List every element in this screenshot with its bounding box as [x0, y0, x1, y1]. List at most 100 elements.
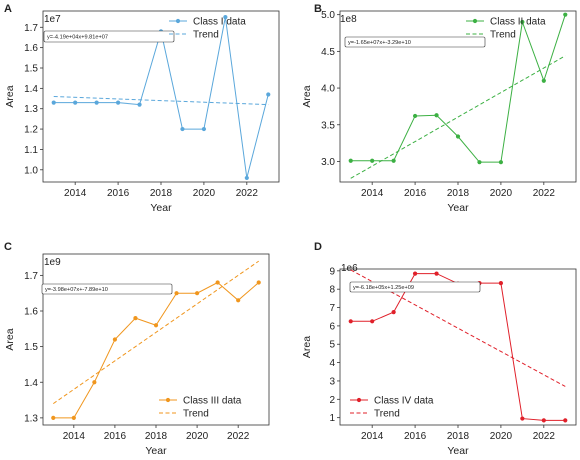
equation-box [349, 281, 481, 293]
panel-letter: A [4, 3, 12, 15]
data-point [71, 415, 76, 420]
y-tick-label: 1.4 [24, 378, 38, 389]
panel-c: C 2014 2016 2018 2020 2022 1.3 1.4 1.5 1.6 1.7 Year… [4, 241, 270, 457]
data-point [412, 113, 418, 119]
y-tick-label: 2 [329, 395, 335, 406]
y-tick-label: 3.5 [321, 120, 335, 131]
x-tick-label: 2014 [361, 188, 384, 199]
y-tick-label: 4 [329, 358, 335, 369]
equation-box [41, 283, 173, 295]
legend-data-label: Class I data [193, 17, 246, 28]
y-axis-label: Area [301, 336, 313, 358]
data-point [434, 113, 439, 118]
y-tick-label: 1.3 [24, 413, 38, 424]
x-axis-label: Year [150, 202, 172, 214]
data-point [370, 319, 375, 324]
legend-data-marker [356, 397, 362, 403]
data-point [223, 15, 228, 20]
data-point [477, 160, 482, 165]
y-scale-multiplier: 1e9 [44, 257, 61, 268]
y-tick-label: 1.5 [24, 342, 38, 353]
data-point [51, 415, 56, 420]
x-tick-label: 2016 [107, 188, 130, 199]
data-point [112, 337, 118, 342]
data-point [498, 160, 504, 165]
panel-a: A 2014 2016 2018 2020 2022 1.0 1.1 1.2 1.3 1.4 1.5 1… [4, 3, 280, 214]
data-point [236, 298, 241, 303]
data-point [498, 281, 504, 286]
data-point [73, 100, 78, 105]
data-point [412, 271, 418, 276]
x-axis-label: Year [447, 445, 469, 457]
equation-box [344, 36, 486, 48]
x-tick-label: 2020 [490, 431, 513, 442]
x-tick-label: 2022 [533, 188, 556, 199]
panel-letter: D [314, 241, 322, 253]
y-axis-label: Area [301, 85, 313, 107]
legend-trend-label: Trend [374, 409, 400, 420]
y-scale-multiplier: 1e7 [44, 14, 61, 25]
y-tick-label: 9 [329, 266, 335, 277]
data-point [115, 100, 121, 105]
y-tick-label: 5.0 [321, 10, 335, 21]
y-tick-label: 4.0 [321, 84, 335, 95]
legend-data-label: Class III data [183, 396, 242, 407]
data-point [348, 319, 353, 324]
x-axis-label: Year [447, 202, 469, 214]
x-tick-label: 2016 [404, 188, 427, 199]
y-tick-label: 3.0 [321, 157, 335, 168]
trend-line [52, 260, 260, 405]
data-point [563, 418, 568, 423]
x-tick-label: 2018 [150, 188, 173, 199]
data-point [520, 19, 525, 25]
legend: Class IV data Trend [350, 396, 434, 420]
data-point [201, 126, 207, 132]
x-tick-label: 2018 [447, 188, 470, 199]
y-tick-label: 1.4 [24, 84, 38, 95]
data-point [256, 280, 261, 285]
data-point [455, 134, 461, 139]
x-tick-label: 2016 [104, 431, 127, 442]
data-point [94, 100, 99, 105]
equation-box [43, 30, 175, 43]
panel-letter: B [314, 3, 322, 15]
data-point [391, 310, 396, 315]
data-point [194, 291, 200, 296]
legend-data-marker [175, 18, 181, 24]
legend-data-marker [472, 18, 478, 24]
legend: Class II data Trend [466, 17, 546, 41]
y-tick-label: 7 [329, 303, 335, 314]
data-point [133, 316, 138, 321]
x-tick-label: 2018 [145, 431, 168, 442]
y-scale-multiplier: 1e8 [340, 14, 357, 25]
legend-data-marker [165, 397, 171, 403]
x-tick-label: 2022 [227, 431, 250, 442]
y-tick-label: 1.2 [24, 125, 38, 136]
legend: Class I data Trend [169, 17, 246, 41]
data-point [391, 158, 396, 163]
data-point [244, 175, 249, 181]
data-point [370, 158, 375, 163]
legend-data-label: Class IV data [374, 396, 434, 407]
trend-equation: y=-3.98e+07x+-7.89e+10 [45, 287, 108, 293]
y-tick-label: 4.5 [321, 47, 335, 58]
data-point [541, 418, 546, 423]
x-tick-label: 2016 [404, 431, 427, 442]
y-tick-label: 6 [329, 321, 335, 332]
y-tick-label: 1.6 [24, 43, 38, 54]
legend: Class III data Trend [159, 396, 242, 420]
y-axis-label: Area [4, 85, 16, 107]
data-point [215, 280, 220, 285]
data-point [434, 271, 439, 276]
y-tick-label: 1 [329, 413, 335, 424]
x-tick-label: 2020 [186, 431, 209, 442]
x-tick-label: 2014 [361, 431, 384, 442]
x-tick-label: 2014 [63, 431, 86, 442]
y-tick-label: 1.7 [24, 23, 38, 34]
x-tick-label: 2022 [236, 188, 259, 199]
data-point [348, 158, 353, 163]
data-point [51, 100, 56, 105]
panel-d: D 2014 2016 2018 2020 2022 1 2 3 4 5 6 7 8 9 Year Area 1e… [301, 241, 577, 457]
x-tick-label: 2014 [64, 188, 87, 199]
